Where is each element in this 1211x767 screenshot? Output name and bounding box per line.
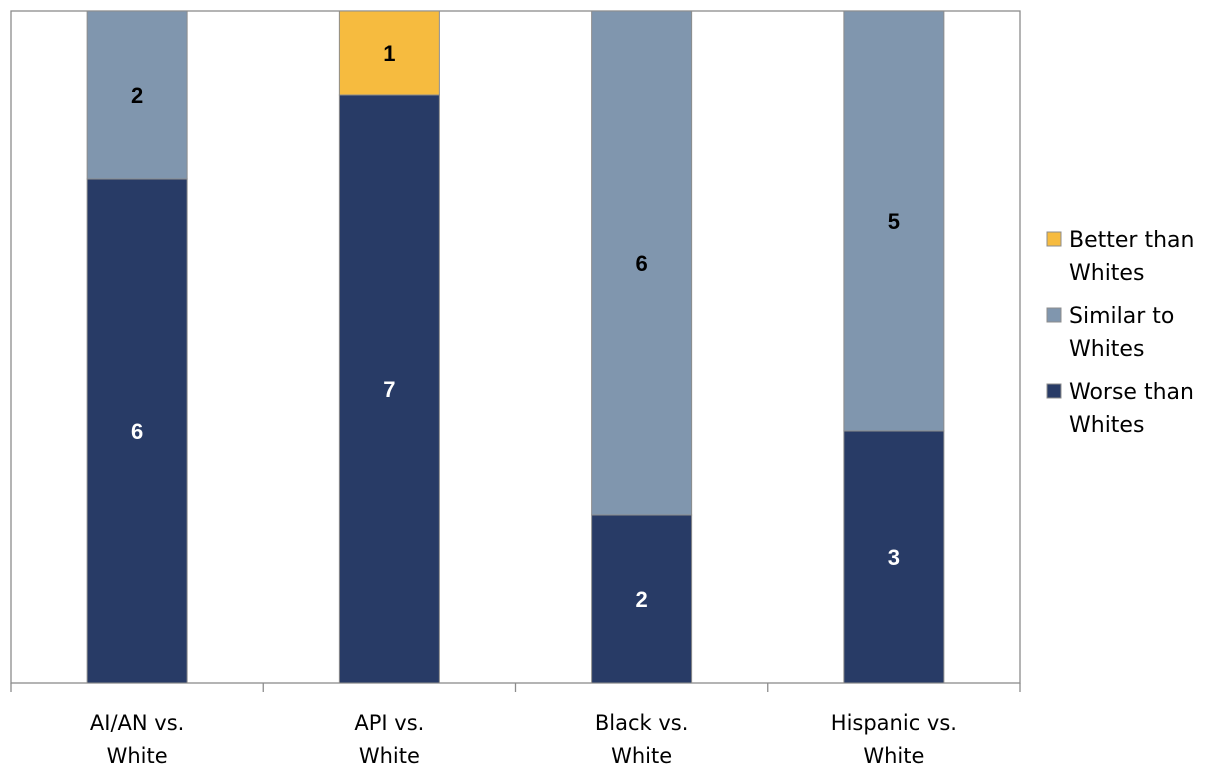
x-tick-label: Hispanic vs. White <box>831 711 957 767</box>
x-tick-label: Black vs. White <box>595 711 689 767</box>
data-label: 2 <box>131 83 143 108</box>
legend-swatch-worse-than-whites <box>1046 383 1062 399</box>
legend-label-worse-than-whites: Worse than Whites <box>1069 380 1194 438</box>
legend-swatch-better-than-whites <box>1046 231 1062 247</box>
data-label: 6 <box>131 419 143 444</box>
data-label: 2 <box>636 587 648 612</box>
bar-worse-than-whites-1 <box>86 178 188 684</box>
x-tick-label: API vs. White <box>354 711 424 767</box>
legend-label-similar-to-whites: Similar to Whites <box>1069 304 1174 362</box>
legend-label-better-than-whites: Better than Whites <box>1069 228 1194 286</box>
data-label: 5 <box>888 209 900 234</box>
bar-better-than-whites-2 <box>338 10 440 96</box>
x-axis: AI/AN vs. White API vs. White Black vs. White… <box>10 683 1021 767</box>
x-tick-label: AI/AN vs. White <box>90 711 184 767</box>
legend: Better than Whites Similar to Whites Worse t… <box>1046 228 1194 438</box>
bar-worse-than-whites-4 <box>843 430 945 684</box>
data-label: 7 <box>383 377 395 402</box>
data-label: 3 <box>888 545 900 570</box>
bar-similar-to-whites-1 <box>86 10 188 180</box>
data-label: 1 <box>383 41 395 66</box>
data-label: 6 <box>636 251 648 276</box>
bar-worse-than-whites-3 <box>591 514 693 684</box>
legend-swatch-similar-to-whites <box>1046 307 1062 323</box>
bar-similar-to-whites-4 <box>843 10 945 432</box>
bar-worse-than-whites-2 <box>338 94 440 684</box>
bar-similar-to-whites-3 <box>591 10 693 516</box>
